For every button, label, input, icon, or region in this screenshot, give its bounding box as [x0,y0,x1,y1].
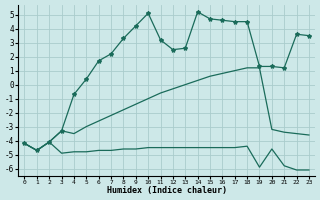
X-axis label: Humidex (Indice chaleur): Humidex (Indice chaleur) [107,186,227,195]
